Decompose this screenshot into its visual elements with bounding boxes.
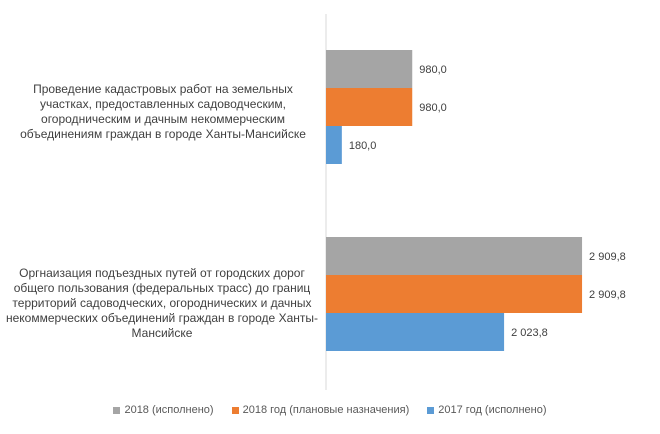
data-label: 2 909,8 [589,289,626,301]
bar [326,50,413,88]
legend-item: 2018 (исполнено) [113,404,214,416]
data-label: 980,0 [419,102,447,114]
bar [326,237,583,275]
legend-swatch [231,406,239,414]
data-label: 180,0 [349,140,377,152]
legend-label: 2017 год (исполнено) [438,404,547,416]
bar [326,88,413,126]
category-label-cadastral: Проведение кадастровых работ на земельны… [20,82,306,141]
bar [326,275,583,313]
legend: 2018 (исполнено) 2018 год (плановые назн… [0,404,660,416]
bar [326,126,342,164]
data-label: 2 023,8 [511,327,548,339]
data-label: 980,0 [419,64,447,76]
data-label: 2 909,8 [589,251,626,263]
legend-item: 2017 год (исполнено) [427,404,547,416]
legend-swatch [427,406,435,414]
legend-item: 2018 год (плановые назначения) [231,404,410,416]
category-label-roads: Оргнаизация подъездных путей от городски… [6,266,318,340]
legend-label: 2018 год (плановые назначения) [242,404,410,416]
legend-label: 2018 (исполнено) [124,404,214,416]
bar [326,313,505,351]
legend-swatch [113,406,121,414]
